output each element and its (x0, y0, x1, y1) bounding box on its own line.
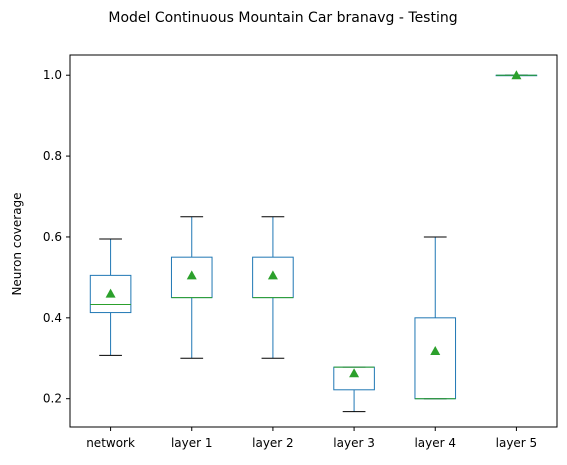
y-axis: 0.2 0.4 0.6 0.8 1.0 (43, 68, 70, 406)
y-tick-label: 0.4 (43, 311, 62, 325)
y-axis-label: Neuron coverage (10, 192, 24, 295)
mean-marker (105, 288, 116, 298)
x-tick-label: network (86, 436, 135, 450)
box-group (252, 216, 294, 359)
plot-area (89, 70, 538, 413)
y-tick-label: 1.0 (43, 68, 62, 82)
mean-marker (349, 368, 360, 378)
plot-frame (69, 54, 558, 428)
box-group (89, 238, 132, 356)
x-tick-label: layer 5 (496, 436, 538, 450)
iqr-box (89, 274, 132, 314)
box-group (170, 216, 213, 359)
y-tick-label: 0.8 (43, 149, 62, 163)
y-tick-label: 0.2 (43, 392, 62, 406)
mean-marker (511, 70, 522, 80)
x-tick-label: layer 3 (333, 436, 375, 450)
x-tick-label: layer 1 (171, 436, 213, 450)
x-axis: network layer 1 layer 2 layer 3 layer 4 layer… (86, 427, 537, 450)
y-tick-label: 0.6 (43, 230, 62, 244)
box-group (414, 236, 457, 400)
box-group (333, 366, 375, 413)
mean-marker (430, 345, 441, 355)
mean-marker (267, 270, 278, 280)
x-tick-label: layer 2 (252, 436, 294, 450)
mean-marker (186, 270, 197, 280)
chart-title: Model Continuous Mountain Car branavg - … (108, 10, 457, 26)
box-group (495, 70, 538, 80)
x-tick-label: layer 4 (414, 436, 456, 450)
